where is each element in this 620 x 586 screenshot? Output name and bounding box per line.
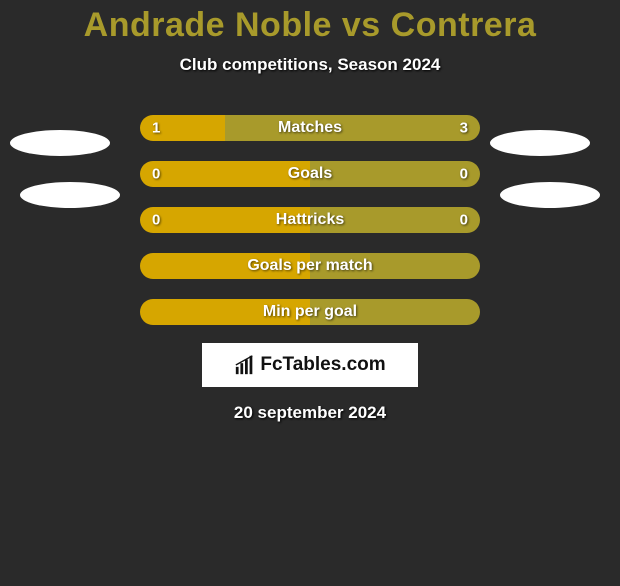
avatar-oval-tl — [10, 130, 110, 156]
bar-row-mpg: Min per goal — [140, 299, 480, 325]
bar-val-left: 0 — [152, 212, 160, 229]
bar-left — [140, 161, 310, 187]
bar-label: Goals — [288, 165, 332, 183]
bar-label: Min per goal — [263, 303, 357, 321]
logo-text: FcTables.com — [260, 354, 385, 376]
bar-label: Goals per match — [247, 257, 372, 275]
bar-right — [310, 161, 480, 187]
bar-label: Matches — [278, 119, 342, 137]
avatar-oval-tr — [490, 130, 590, 156]
date: 20 september 2024 — [0, 403, 620, 423]
bar-row-hattricks: 0 Hattricks 0 — [140, 207, 480, 233]
page-title: Andrade Noble vs Contrera — [0, 6, 620, 45]
bar-val-left: 0 — [152, 166, 160, 183]
bar-row-matches: 1 Matches 3 — [140, 115, 480, 141]
bar-row-gpm: Goals per match — [140, 253, 480, 279]
bar-val-right: 0 — [460, 212, 468, 229]
subtitle: Club competitions, Season 2024 — [0, 55, 620, 75]
bar-val-left: 1 — [152, 120, 160, 137]
logo: FcTables.com — [202, 343, 418, 387]
bar-row-goals: 0 Goals 0 — [140, 161, 480, 187]
bar-label: Hattricks — [276, 211, 344, 229]
chart-icon — [234, 354, 256, 376]
avatar-oval-br — [500, 182, 600, 208]
bar-val-right: 0 — [460, 166, 468, 183]
avatar-oval-bl — [20, 182, 120, 208]
bar-right — [225, 115, 480, 141]
bar-val-right: 3 — [460, 120, 468, 137]
